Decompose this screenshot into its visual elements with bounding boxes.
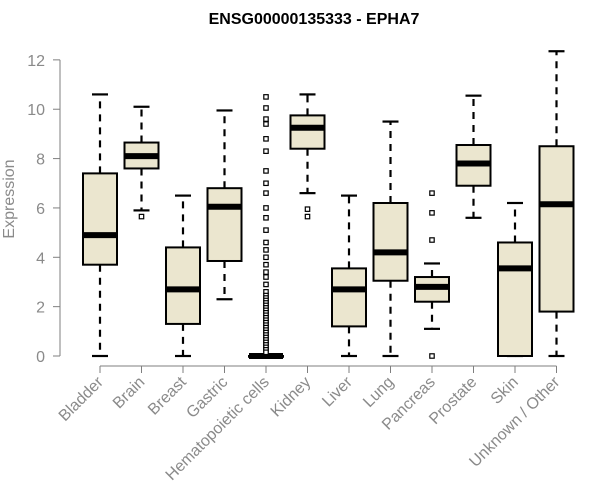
- box-11-iqr: [538, 145, 575, 313]
- y-axis-label: Expression: [1, 159, 18, 238]
- box-4-outlier-16: [263, 269, 269, 275]
- box-1-outlier-0: [138, 213, 145, 220]
- box-8-outlier-2: [429, 237, 435, 243]
- box-4-outlier-9: [263, 205, 269, 211]
- box-4: [248, 94, 284, 359]
- box-8: [414, 190, 450, 359]
- box-4-outlier-11: [263, 227, 269, 233]
- box-series: [82, 50, 575, 359]
- chart-title: ENSG00000135333 - EPHA7: [209, 11, 420, 28]
- y-tick-label-6: 12: [27, 53, 45, 70]
- y-tick-label-2: 4: [36, 250, 45, 267]
- box-4-outlier-0: [263, 94, 269, 100]
- box-5-outlier-1: [304, 213, 311, 220]
- box-4-outlier-3: [263, 121, 269, 127]
- x-tick-label-10: Skin: [488, 374, 522, 408]
- box-9: [455, 94, 492, 219]
- box-4-outlier-43: [263, 349, 269, 356]
- x-tick-label-7: Lung: [360, 374, 397, 411]
- box-1: [123, 105, 160, 220]
- box-4-outlier-18: [263, 281, 269, 288]
- x-tick-label-0: Bladder: [56, 373, 107, 424]
- box-4-outlier-6: [263, 168, 269, 174]
- box-4-outlier-8: [263, 190, 269, 196]
- y-tick-label-1: 2: [36, 300, 45, 317]
- y-tick-label-3: 6: [36, 201, 45, 218]
- box-4-outlier-13: [263, 247, 269, 253]
- box-3: [206, 109, 243, 301]
- box-7-iqr: [372, 202, 409, 282]
- box-2: [165, 194, 201, 358]
- box-6-iqr: [331, 267, 367, 328]
- box-11: [538, 50, 575, 358]
- x-tick-label-1: Brain: [110, 374, 148, 412]
- box-4-outlier-10: [263, 215, 269, 221]
- y-tick-label-0: 0: [36, 349, 45, 366]
- box-4-outlier-15: [263, 261, 269, 268]
- y-tick-label-5: 10: [27, 102, 45, 119]
- box-2-iqr: [165, 246, 201, 325]
- box-4-outlier-4: [263, 136, 269, 142]
- box-10: [497, 201, 533, 358]
- box-4-outlier-5: [263, 148, 269, 154]
- box-10-iqr: [497, 241, 533, 357]
- box-5-iqr: [289, 114, 326, 150]
- box-7: [372, 120, 409, 358]
- box-8-outlier-1: [429, 210, 435, 216]
- y-axis: 0 2 4 6 8 10 12: [27, 53, 61, 366]
- y-tick-label-4: 8: [36, 152, 45, 169]
- box-4-outlier-14: [263, 254, 269, 261]
- box-3-iqr: [206, 187, 243, 262]
- box-5: [289, 93, 326, 220]
- box-0: [82, 93, 118, 358]
- box-5-outlier-0: [304, 206, 311, 212]
- box-4-outlier-2: [263, 116, 269, 122]
- box-0-iqr: [82, 172, 118, 266]
- box-4-outlier-7: [263, 180, 269, 187]
- box-8-outlier-3: [429, 353, 435, 359]
- box-4-outlier-12: [263, 239, 269, 246]
- box-8-outlier-0: [429, 190, 435, 196]
- x-tick-label-2: Breast: [145, 373, 190, 418]
- x-tick-label-5: Kidney: [268, 374, 315, 421]
- box-6: [331, 194, 367, 358]
- box-4-outlier-1: [263, 105, 269, 111]
- box-4-outlier-17: [263, 274, 269, 280]
- x-tick-label-6: Liver: [319, 373, 356, 410]
